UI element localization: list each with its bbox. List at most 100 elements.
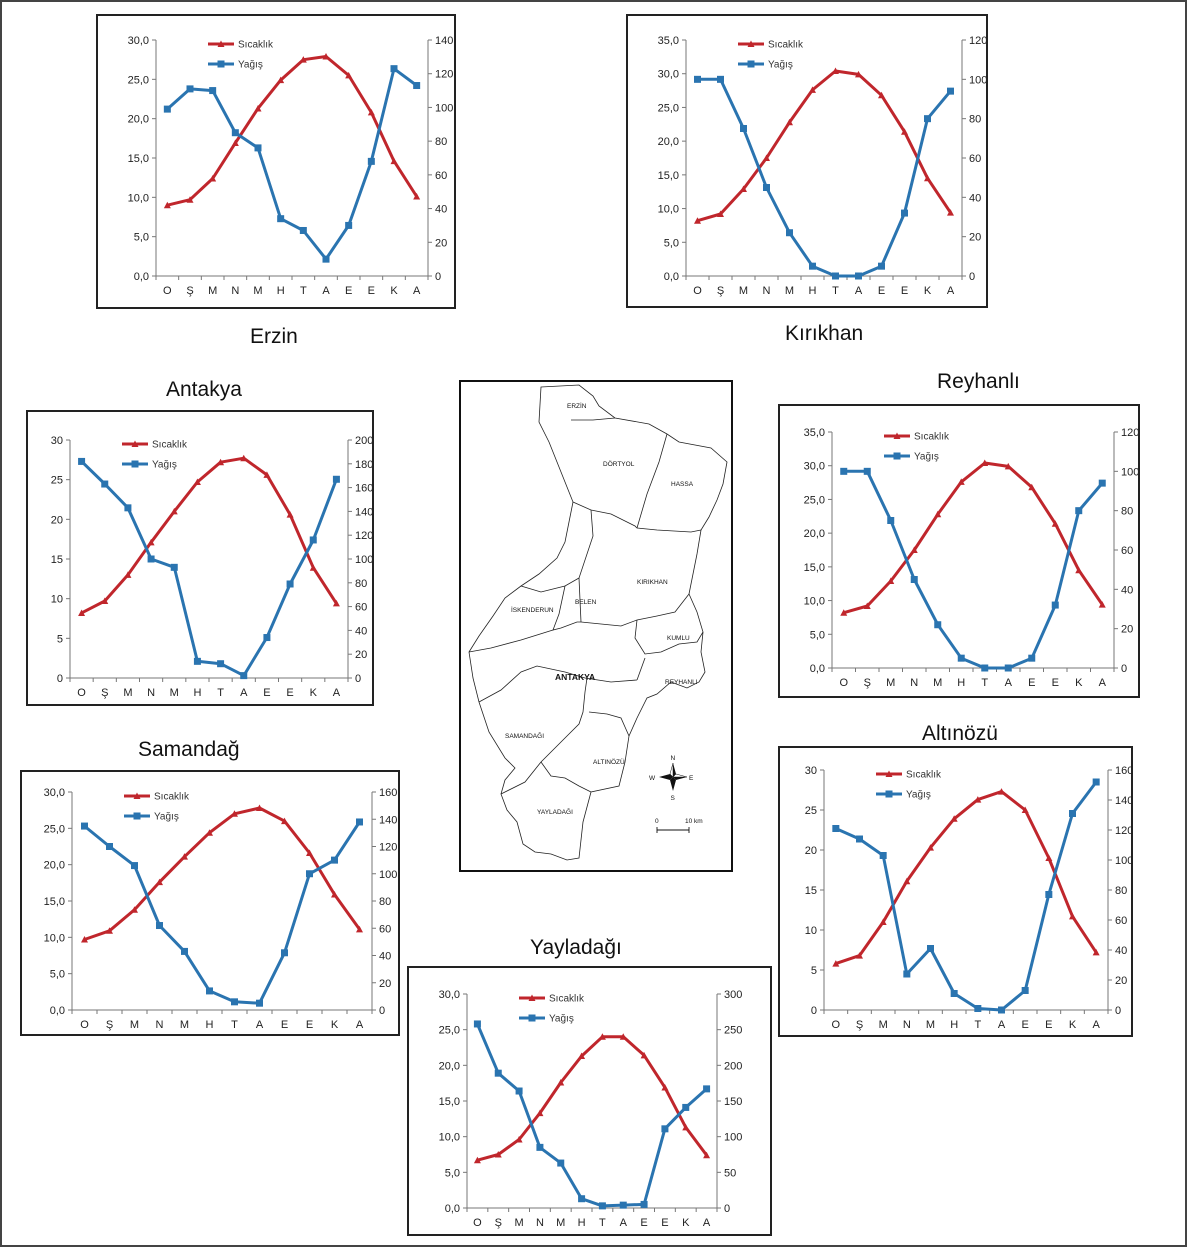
x-tick-label: A [620,1217,628,1229]
temperature-point [809,86,816,93]
x-tick-label: M [130,1019,139,1031]
precipitation-point [186,85,194,93]
x-tick-label: O [163,285,172,297]
map-label-reyhanli: REYHANLI [665,679,698,686]
x-tick-label: T [217,687,224,699]
chart-svg-altinozu: 0 5 10 15 20 25 30 0 20 40 60 80 100 120 140 160 O Ş M N M H T… [805,765,1134,1031]
chart-panel-antakya: 0 5 10 15 20 25 30 0 20 40 60 80 100 120 140 160 180 200 O… [26,410,374,706]
legend-temperature-label: Sıcaklık [906,770,942,781]
temperature-point [1098,601,1106,608]
x-tick-label: Ş [717,285,724,297]
precipitation-point [286,580,294,588]
precipitation-point [281,949,288,957]
left-tick-label: 10 [805,925,817,937]
precipitation-point [181,947,188,955]
x-tick-label: T [981,677,988,689]
left-tick-label: 25,0 [804,494,825,506]
precipitation-point [840,467,848,475]
precipitation-point [390,65,398,73]
temperature-series-line [80,456,338,615]
precipitation-point [1004,664,1012,672]
left-tick-label: 0,0 [664,271,679,283]
right-tick-label: 80 [1121,506,1133,518]
precipitation-series-line [80,460,338,678]
legend-temperature-marker [885,770,893,777]
precipitation-point [682,1103,690,1111]
precipitation-point [878,262,885,270]
precipitation-point [1098,479,1106,487]
left-tick-label: 25,0 [658,102,679,114]
x-tick-label: O [473,1217,482,1229]
right-tick-label: 100 [355,554,373,566]
x-tick-label: O [77,687,86,699]
precipitation-point [901,209,908,217]
right-tick-label: 100 [969,74,987,86]
precipitation-point [356,818,363,826]
temperature-point [147,538,155,546]
temperature-point [832,960,840,967]
temperature-series-line [477,1035,708,1162]
legend-temperature-marker [893,432,901,439]
precipitation-series-line [843,469,1104,670]
left-tick-label: 0,0 [50,1005,65,1017]
temperature-point [947,209,954,216]
right-tick-label: 140 [435,35,453,47]
left-tick-label: 0 [57,673,63,685]
temperature-point [840,609,848,616]
x-tick-label: K [682,1217,690,1229]
right-tick-label: 180 [355,459,373,471]
temperature-point [879,918,887,925]
left-tick-label: 15,0 [658,170,679,182]
temperature-point [309,564,317,571]
precipitation-point [832,272,839,280]
precipitation-point [345,221,353,229]
precipitation-point [598,1202,606,1210]
x-tick-label: E [281,1019,288,1031]
right-tick-label: 40 [435,204,447,216]
temperature-point [277,76,285,84]
precipitation-point [81,822,88,830]
temperature-point [924,174,931,182]
legend-precipitation-label: Yağış [549,1014,574,1025]
legend-precipitation-marker [747,60,755,68]
left-tick-label: 30,0 [439,989,460,1001]
precipitation-point [924,115,931,123]
precipitation-point [1051,601,1059,609]
x-tick-label: A [998,1019,1006,1031]
compass-s: S [671,795,676,802]
legend-temperature-label: Sıcaklık [152,440,188,451]
temperature-point [536,1109,544,1117]
right-tick-label: 160 [1115,765,1133,777]
right-tick-label: 40 [355,625,367,637]
temperature-point [786,118,793,126]
chart-svg-antakya: 0 5 10 15 20 25 30 0 20 40 60 80 100 120 140 160 180 200 O… [51,435,374,699]
x-tick-label: H [277,285,285,297]
compass-w: W [649,775,656,782]
temperature-point [981,459,989,467]
chart-title-samandag: Samandağ [138,738,240,761]
temperature-point [974,796,982,803]
temperature-point [206,829,213,836]
precipitation-point [1021,987,1029,994]
left-tick-label: 5 [811,965,817,977]
precipitation-point [974,1005,982,1012]
right-tick-label: 100 [724,1132,742,1144]
chart-svg-samandag: 0,0 5,0 10,0 15,0 20,0 25,0 30,0 0 20 40 60 80 100 12… [44,787,398,1031]
precipitation-point [1069,810,1076,817]
right-tick-label: 120 [1121,427,1139,439]
precipitation-point [231,998,238,1006]
x-tick-label: N [156,1019,164,1031]
x-tick-label: E [306,1019,313,1031]
temperature-point [957,478,965,485]
temperature-point [106,927,113,934]
compass-e: E [689,775,694,782]
left-tick-label: 15 [51,554,63,566]
legend-temperature-label: Sıcaklık [154,792,190,803]
temperature-point [1004,462,1012,470]
chart-svg-kirikhan: 0,0 5,0 10,0 15,0 20,0 25,0 30,0 35,0 0 20 40 60 80 1… [658,35,988,297]
legend-precipitation-marker [133,812,141,820]
temperature-point [78,609,86,616]
left-tick-label: 5 [57,633,63,645]
right-tick-label: 20 [435,237,447,249]
